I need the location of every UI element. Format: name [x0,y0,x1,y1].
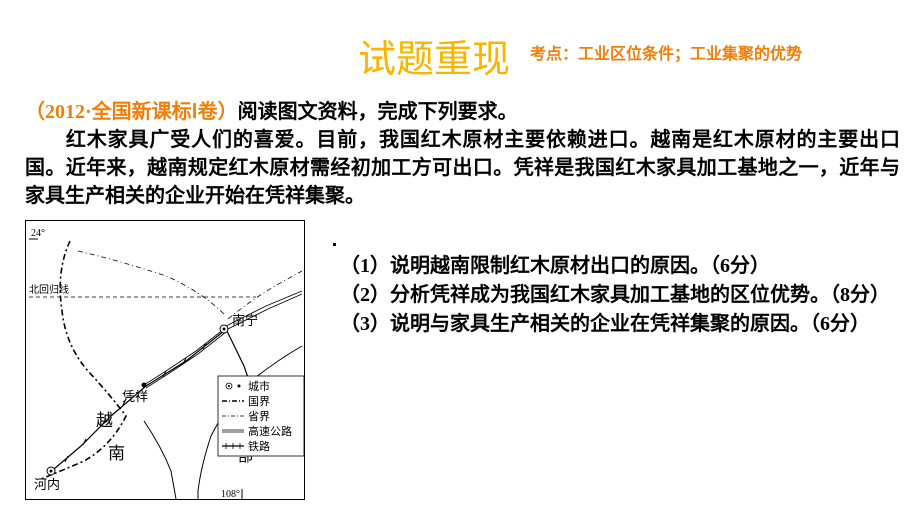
question-2: （2）分析凭祥成为我国红木家具加工基地的区位优势。（8分） [340,281,900,310]
heading-area: 试题重现 考点：工业区位条件；工业集聚的优势 [0,28,920,73]
province-border-2 [228,271,302,319]
question-3: （3）说明与家具生产相关的企业在凭祥集聚的原因。（6分） [340,310,900,339]
svg-text:南宁: 南宁 [232,313,258,328]
cursor-dot [333,243,336,246]
label-yue: 越 [96,411,113,430]
main-heading: 试题重现 [358,28,510,83]
map-svg: 24° 北回归线 [26,221,306,501]
source-prefix: （2012·全国新课标Ⅰ卷） [25,101,238,123]
svg-text:国界: 国界 [248,395,270,408]
province-border [78,251,226,316]
city-hanoi: 河内 [34,467,60,492]
body-paragraph: 红木家具广受人们的喜爱。目前，我国红木原材主要依赖进口。越南是红木原材的主要出口… [25,126,900,210]
svg-text:省界: 省界 [248,410,270,423]
svg-text:河内: 河内 [34,477,60,492]
source-line: （2012·全国新课标Ⅰ卷）阅读图文资料，完成下列要求。 [25,98,900,126]
coastline-west [144,421,176,499]
svg-text:城市: 城市 [248,379,270,393]
tropic-label: 北回归线 [29,283,69,296]
body-content: 红木家具广受人们的喜爱。目前，我国红木原材主要依赖进口。越南是红木原材的主要出口… [25,129,900,207]
sub-heading: 考点：工业区位条件；工业集聚的优势 [530,40,802,64]
question-1: （1）说明越南限制红木原材出口的原因。（6分） [340,252,900,281]
svg-text:铁路: 铁路 [248,440,270,453]
city-nanning: 南宁 [220,313,258,333]
source-rest: 阅读图文资料，完成下列要求。 [238,101,518,123]
label-nan: 南 [108,444,125,463]
expressway-2 [146,332,226,388]
svg-text:凭祥: 凭祥 [122,389,148,404]
svg-text:高速公路: 高速公路 [248,424,292,438]
questions-block: （1）说明越南限制红木原材出口的原因。（6分） （2）分析凭祥成为我国红木家具加… [340,252,900,339]
lat-label: 24° [31,228,45,239]
city-pingxiang: 凭祥 [122,383,148,405]
map-figure: 24° 北回归线 [25,220,305,500]
expressway-1 [144,329,224,385]
map-legend: 城市 国界 省界 高速公路 铁路 [218,376,304,456]
lon-label: 108° [221,489,240,500]
